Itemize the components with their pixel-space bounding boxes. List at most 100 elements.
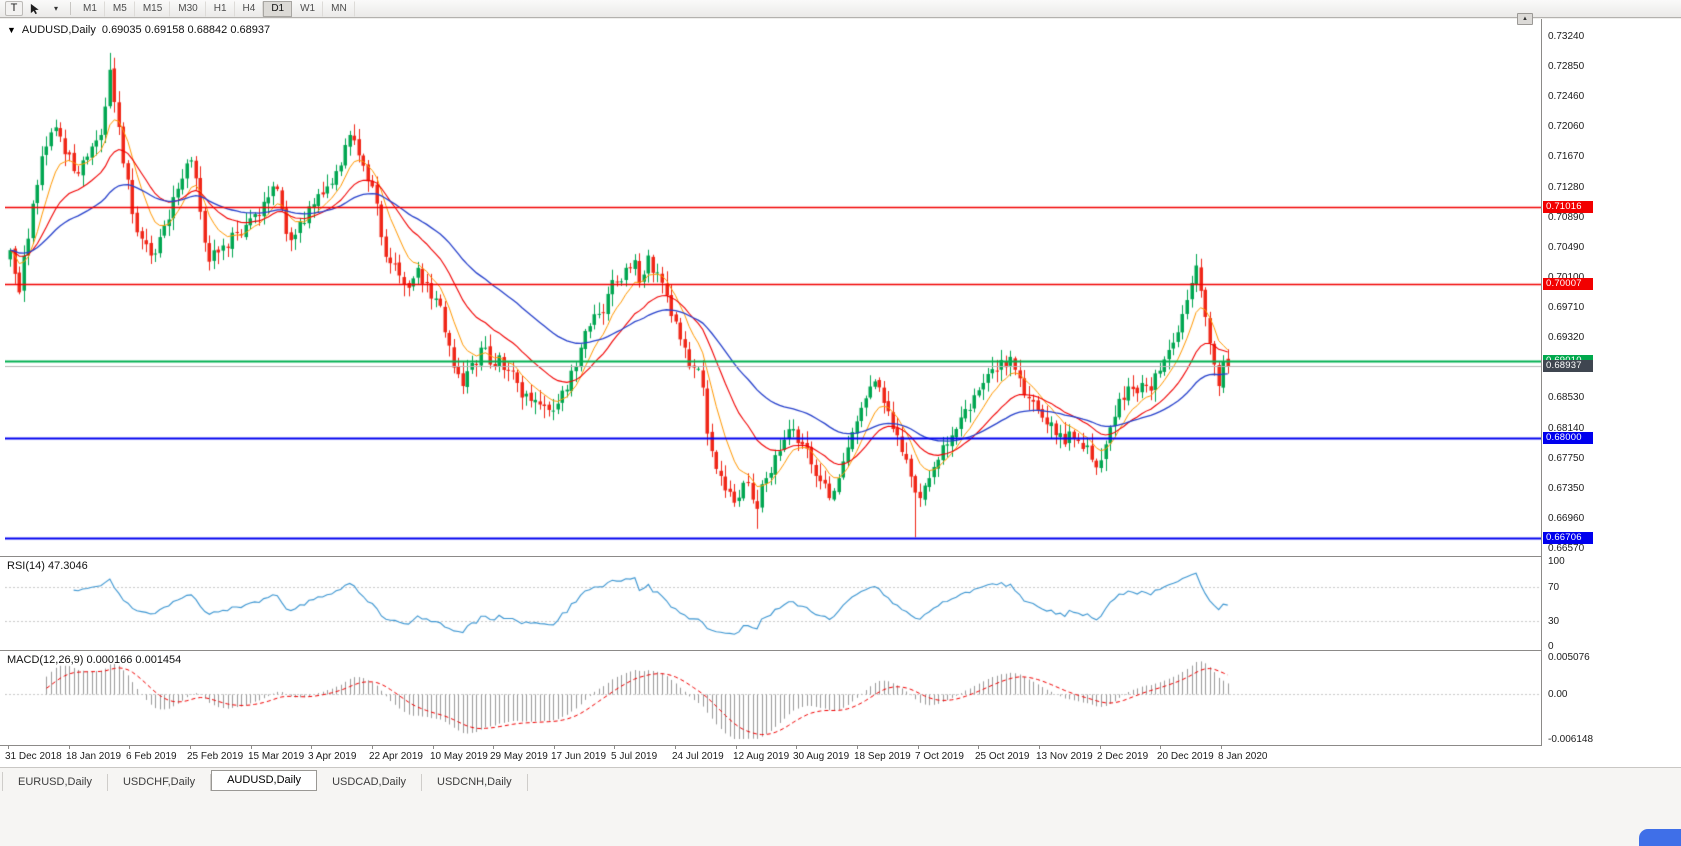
time-axis-label: 3 Apr 2019 [308,751,357,762]
chart-title: ▼ AUDUSD,Daily 0.69035 0.69158 0.68842 0… [7,24,270,36]
pointer-tool-button[interactable] [25,1,45,16]
time-axis-tick [433,746,434,749]
price-axis-label: 0.71670 [1548,151,1585,162]
chevron-down-icon: ▾ [53,4,58,13]
time-axis-label: 29 May 2019 [490,751,548,762]
level-price-tag: 0.71016 [1543,201,1593,213]
time-axis-label: 12 Aug 2019 [733,751,790,762]
chart-scroll-up-button[interactable]: ▲ [1517,13,1533,25]
time-axis-tick [311,746,312,749]
price-axis-label: 0.69320 [1548,332,1585,343]
tab-eurusd-daily[interactable]: EURUSD,Daily [3,774,108,791]
window-corner-decoration [1639,829,1681,846]
price-axis-label: 0.73240 [1548,31,1585,42]
level-price-tag: 0.66706 [1543,532,1593,544]
timeframe-h1-button[interactable]: H1 [206,0,235,17]
time-axis-label: 2 Dec 2019 [1097,751,1149,762]
time-axis-label: 15 Mar 2019 [248,751,305,762]
toolbar: T ▾ M1 M5 M15 M30 H1 H4 D1 W1 MN [0,0,1681,18]
macd-axis-label: 0.00 [1548,689,1568,700]
timeframe-h4-button[interactable]: H4 [235,0,264,17]
tab-usdcad-daily[interactable]: USDCAD,Daily [317,774,423,791]
time-axis-tick [1160,746,1161,749]
chart-tab-bar: EURUSD,Daily USDCHF,Daily AUDUSD,Daily U… [2,770,528,791]
price-axis-label: 0.72460 [1548,91,1585,102]
panel-separator-rsi-macd[interactable] [0,650,1681,651]
rsi-header: RSI(14) 47.3046 [7,560,88,572]
time-axis-label: 18 Jan 2019 [66,751,122,762]
time-axis-tick [129,746,130,749]
time-axis-tick [796,746,797,749]
price-axis-label: 0.66570 [1548,543,1585,554]
macd-axis-label: -0.006148 [1548,734,1594,745]
timeframe-m15-button[interactable]: M15 [135,0,171,17]
tab-usdcnh-daily[interactable]: USDCNH,Daily [422,774,528,791]
tab-usdchf-daily[interactable]: USDCHF,Daily [108,774,212,791]
rsi-axis-label: 70 [1548,582,1560,593]
rsi-axis-label: 0 [1548,641,1554,652]
time-axis-tick [69,746,70,749]
level-price-tag: 0.68000 [1543,432,1593,444]
time-axis[interactable]: 31 Dec 2018 18 Jan 2019 6 Feb 2019 25 Feb 2… [0,746,1681,767]
time-axis-tick [675,746,676,749]
tab-audusd-daily[interactable]: AUDUSD,Daily [211,770,318,791]
time-axis-label: 8 Jan 2020 [1218,751,1268,762]
chart-dropdown-icon[interactable]: ▼ [7,25,16,35]
rsi-indicator-canvas[interactable] [5,557,1541,650]
panel-separator-main-rsi[interactable] [0,556,1681,557]
text-tool-button[interactable]: T [5,1,23,16]
chart-ohlc-values: 0.69035 0.69158 0.68842 0.68937 [101,24,271,36]
pointer-tool-dropdown[interactable]: ▾ [47,1,65,16]
chart-symbol-period: AUDUSD,Daily [21,24,96,36]
time-axis-label: 30 Aug 2019 [793,751,850,762]
price-axis-label: 0.68530 [1548,392,1585,403]
price-axis-label: 0.72850 [1548,61,1585,72]
panel-separator-macd-time [0,745,1681,746]
chart-window: ▼ AUDUSD,Daily 0.69035 0.69158 0.68842 0… [0,19,1681,767]
time-axis-tick [1100,746,1101,749]
time-axis-label: 7 Oct 2019 [915,751,964,762]
price-axis[interactable]: 0.73240 0.72850 0.72460 0.72060 0.71670 0.712… [1541,19,1681,746]
time-axis-label: 18 Sep 2019 [854,751,911,762]
time-axis-label: 22 Apr 2019 [369,751,423,762]
timeframe-d1-button[interactable]: D1 [263,0,293,17]
timeframe-mn-button[interactable]: MN [323,0,355,17]
time-axis-tick [8,746,9,749]
macd-axis-label: 0.005076 [1548,652,1590,663]
time-axis-tick [372,746,373,749]
time-axis-label: 5 Jul 2019 [611,751,658,762]
time-axis-label: 13 Nov 2019 [1036,751,1093,762]
time-axis-label: 10 May 2019 [430,751,488,762]
price-axis-label: 0.71280 [1548,182,1585,193]
toolbar-separator [70,2,71,15]
time-axis-label: 17 Jun 2019 [551,751,607,762]
time-axis-tick [554,746,555,749]
price-axis-label: 0.67750 [1548,453,1585,464]
price-axis-label: 0.70890 [1548,212,1585,223]
level-price-tag: 0.70007 [1543,278,1593,290]
main-price-chart-canvas[interactable] [5,19,1541,556]
time-axis-tick [978,746,979,749]
time-axis-label: 6 Feb 2019 [126,751,177,762]
timeframe-m5-button[interactable]: M5 [105,0,135,17]
time-axis-tick [736,746,737,749]
timeframe-m30-button[interactable]: M30 [170,0,206,17]
time-axis-tick [1221,746,1222,749]
cursor-pointer-icon [30,3,39,14]
timeframe-m1-button[interactable]: M1 [75,0,105,17]
macd-header: MACD(12,26,9) 0.000166 0.001454 [7,654,182,666]
price-axis-label: 0.67350 [1548,483,1585,494]
price-axis-label: 0.66960 [1548,513,1585,524]
time-axis-label: 20 Dec 2019 [1157,751,1214,762]
macd-indicator-canvas[interactable] [5,651,1541,745]
price-axis-label: 0.70490 [1548,242,1585,253]
timeframe-w1-button[interactable]: W1 [292,0,324,17]
price-axis-label: 0.68140 [1548,423,1585,434]
time-axis-tick [918,746,919,749]
time-axis-tick [1039,746,1040,749]
price-axis-label: 0.69710 [1548,302,1585,313]
time-axis-tick [614,746,615,749]
time-axis-tick [857,746,858,749]
rsi-axis-label: 30 [1548,616,1560,627]
